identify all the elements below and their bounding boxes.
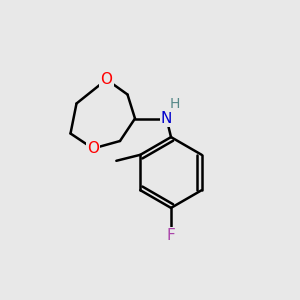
Text: N: N bbox=[161, 111, 172, 126]
Text: H: H bbox=[170, 97, 180, 111]
Text: O: O bbox=[87, 141, 99, 156]
Text: F: F bbox=[167, 228, 176, 243]
Text: O: O bbox=[100, 72, 112, 87]
